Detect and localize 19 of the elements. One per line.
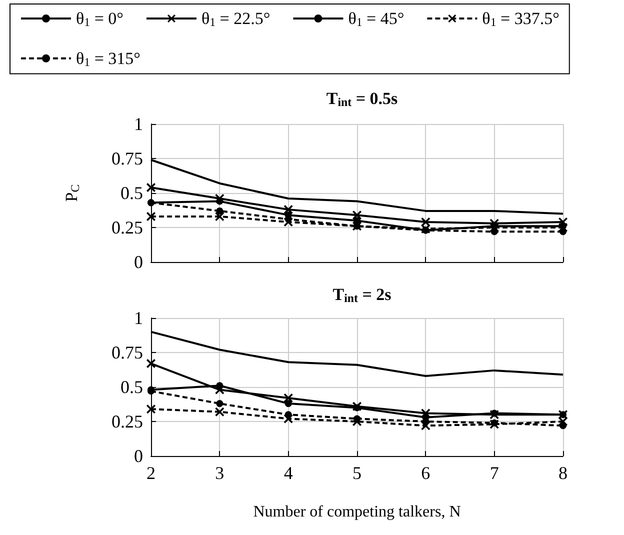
y-tick-label: 0.25 [112,412,143,432]
x-tick-label: 5 [352,463,362,483]
x-axis-title: Number of competing talkers, N [253,504,462,520]
y-tick-label: 0.75 [112,342,143,362]
y-axis-title: PC [62,184,82,202]
x-tick-label: 2 [146,463,156,483]
y-tick-label: 0.5 [120,183,143,203]
x-tick-label: 8 [558,463,568,483]
y-tick-label: 0 [134,446,143,466]
x-tick-label: 4 [284,463,293,483]
x-tick-label: 3 [215,463,224,483]
y-tick-label: 0.75 [112,148,143,168]
y-tick-label: 0.5 [120,377,143,397]
y-tick-label: 1 [134,114,143,134]
y-tick-label: 1 [134,308,143,328]
x-tick-label: 6 [421,463,430,483]
y-tick-label: 0 [134,252,143,272]
x-tick-label: 7 [490,463,499,483]
y-tick-label: 0.25 [112,218,143,238]
